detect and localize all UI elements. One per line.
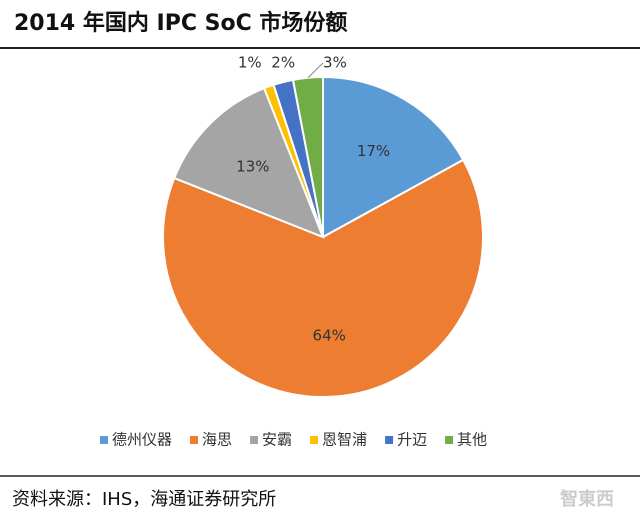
legend-swatch — [385, 436, 394, 444]
data-label: 64% — [313, 327, 346, 345]
leader-line — [307, 62, 324, 79]
pie-slice — [322, 75, 465, 239]
pie-slice — [162, 158, 484, 398]
data-label: 13% — [236, 157, 269, 175]
data-label: 17% — [357, 142, 390, 160]
legend-swatch — [190, 436, 199, 444]
data-label: 2% — [271, 54, 295, 72]
legend-label: 升迈 — [397, 431, 427, 449]
legend-label: 恩智浦 — [322, 431, 367, 449]
data-label: 3% — [323, 54, 347, 72]
pie-slice — [172, 86, 325, 239]
legend-label: 德州仪器 — [112, 431, 172, 449]
legend-label: 海思 — [202, 431, 232, 449]
legend-swatch — [310, 436, 319, 444]
legend-label: 其他 — [457, 431, 487, 449]
chart-title: 2014 年国内 IPC SoC 市场份额 — [14, 10, 347, 36]
data-label: 1% — [238, 54, 262, 72]
watermark: 智東西 — [560, 488, 614, 510]
legend-swatch — [100, 436, 108, 444]
legend-swatch — [445, 436, 454, 444]
source-note: 资料来源：IHS，海通证券研究所 — [12, 489, 276, 510]
legend-swatch — [250, 436, 259, 444]
legend-label: 安霸 — [262, 431, 292, 449]
